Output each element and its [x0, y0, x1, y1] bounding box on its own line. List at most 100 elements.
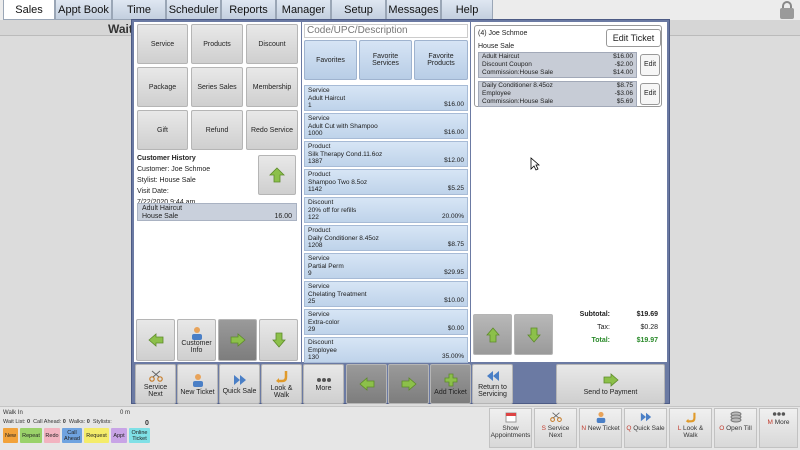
edit-ticket-button[interactable]: Edit Ticket — [606, 29, 661, 47]
rewind-icon — [486, 371, 499, 381]
nav-left-button[interactable] — [136, 319, 175, 361]
list-item[interactable]: Discount 20% off for refills 122 20.00% — [304, 197, 468, 223]
list-item[interactable]: Service Adult Cut with Shampoo 1000 $16.00 — [304, 113, 468, 139]
category-discount-button[interactable]: Discount — [246, 24, 298, 64]
more-button[interactable]: More — [303, 364, 344, 404]
tab-scheduler[interactable]: Scheduler — [166, 0, 221, 20]
open-till-button[interactable]: O Open Till — [714, 408, 757, 448]
visit-date-label: Visit Date: — [137, 188, 169, 195]
ticket-down-button[interactable] — [514, 314, 553, 355]
chip-new[interactable]: New — [3, 428, 18, 443]
chip-online-ticket[interactable]: Online Ticket — [129, 428, 150, 443]
category-products-button[interactable]: Products — [191, 24, 243, 64]
history-entry[interactable]: Adult Haircut House Sale 16.00 — [137, 203, 297, 221]
return-to-servicing-button[interactable]: Return to Servicing — [472, 364, 513, 404]
list-item[interactable]: Product Daily Conditioner 8.45oz 1208 $8.75 — [304, 225, 468, 251]
footer-service-next-button[interactable]: S Service Next — [534, 408, 577, 448]
scissors-icon — [148, 370, 163, 382]
category-gift-button[interactable]: Gift — [137, 110, 188, 150]
category-package-button[interactable]: Package — [137, 67, 188, 107]
tab-messages[interactable]: Messages — [386, 0, 441, 20]
tax-value: $0.28 — [640, 324, 658, 331]
history-entry-stylist: House Sale — [142, 213, 179, 220]
ticket-next-button[interactable] — [388, 364, 429, 404]
chip-call-ahead[interactable]: Call Ahead — [62, 428, 82, 443]
chip-repeat[interactable]: Repeat — [20, 428, 42, 443]
tab-time-clock[interactable]: Time Clock — [112, 0, 166, 36]
arrow-left-icon — [358, 377, 374, 391]
chip-request[interactable]: Request — [84, 428, 109, 443]
ticket-prev-button[interactable] — [346, 364, 387, 404]
stylist-name: Stylist: House Sale — [137, 177, 196, 184]
new-ticket-button[interactable]: New Ticket — [177, 364, 218, 404]
plus-icon — [444, 373, 457, 386]
item-list: Service Adult Haircut 1 $16.00 Service Adult… — [304, 85, 468, 363]
person-icon — [191, 327, 202, 340]
total-value: $19.97 — [636, 337, 658, 344]
service-next-button[interactable]: Service Next — [135, 364, 176, 404]
look-walk-button[interactable]: Look & Walk — [261, 364, 302, 404]
footer-look-walk-button[interactable]: L Look & Walk — [669, 408, 712, 448]
tab-reports[interactable]: Reports — [221, 0, 276, 20]
tax-label: Tax: — [597, 324, 610, 331]
lock-icon[interactable] — [780, 1, 794, 19]
ticket-totals: Subtotal: $19.69 Tax: $0.28 Total: $19.97 — [558, 311, 662, 350]
list-item[interactable]: Service Adult Haircut 1 $16.00 — [304, 85, 468, 111]
arrow-right-icon — [603, 372, 619, 387]
ticket-header: (4) Joe Schmoe — [478, 30, 528, 37]
send-to-payment-button[interactable]: Send to Payment — [556, 364, 665, 404]
waitlist-counts: Wait List: 0 Call Ahead: 0 Walks: 0 Styl… — [3, 419, 112, 425]
scissors-icon — [549, 412, 562, 422]
list-item[interactable]: Product Silk Therapy Cond.11.6oz 1387 $12.0… — [304, 141, 468, 167]
add-ticket-button[interactable]: Add Ticket — [430, 364, 471, 404]
tab-setup[interactable]: Setup — [331, 0, 386, 20]
tab-manager[interactable]: Manager — [276, 0, 331, 20]
customer-info-button[interactable]: Customer Info — [177, 319, 216, 361]
show-appointments-button[interactable]: Show Appointments — [489, 408, 532, 448]
nav-down-button[interactable] — [259, 319, 298, 361]
tab-sales[interactable]: Sales — [3, 0, 55, 20]
favorites-button[interactable]: Favorites — [304, 40, 357, 80]
edit-line-button[interactable]: Edit — [640, 54, 660, 76]
category-series-sales-button[interactable]: Series Sales — [191, 67, 243, 107]
ticket-line[interactable]: Adult Haircut $16.00 Discount Coupon -$2.0… — [478, 52, 637, 78]
fast-forward-icon — [233, 374, 246, 385]
chip-appt[interactable]: Appt — [111, 428, 127, 443]
category-service-button[interactable]: Service — [137, 24, 188, 64]
ticket-up-button[interactable] — [473, 314, 512, 355]
person-add-icon — [192, 373, 203, 387]
arrow-up-icon — [269, 167, 285, 183]
edit-line-button[interactable]: Edit — [640, 83, 660, 105]
category-refund-button[interactable]: Refund — [191, 110, 243, 150]
history-entry-price: 16.00 — [274, 213, 292, 220]
favorite-services-button[interactable]: Favorite Services — [359, 40, 412, 80]
favorite-products-button[interactable]: Favorite Products — [414, 40, 468, 80]
history-entry-name: Adult Haircut — [142, 205, 183, 212]
history-up-button[interactable] — [258, 155, 296, 195]
category-membership-button[interactable]: Membership — [246, 67, 298, 107]
subtotal-label: Subtotal: — [579, 311, 610, 318]
list-item[interactable]: Discount Employee 130 35.00% — [304, 337, 468, 363]
footer-quick-sale-button[interactable]: Q Quick Sale — [624, 408, 667, 448]
tab-appt-book[interactable]: Appt Book — [55, 0, 112, 20]
more-dots-icon — [772, 412, 785, 416]
quick-sale-button[interactable]: Quick Sale — [219, 364, 260, 404]
arrow-up-icon — [485, 326, 500, 342]
category-redo-service-button[interactable]: Redo Service — [246, 110, 298, 150]
fast-forward-icon — [640, 412, 651, 422]
walk-in-label: Walk In — [3, 410, 23, 416]
chip-redo[interactable]: Redo — [44, 428, 60, 443]
list-item[interactable]: Service Partial Perm 9 $29.95 — [304, 253, 468, 279]
list-item[interactable]: Product Shampoo Two 8.5oz 1142 $5.25 — [304, 169, 468, 195]
ticket-line[interactable]: Daily Conditioner 8.45oz $8.75 Employee -$… — [478, 81, 637, 107]
top-tab-bar: Sales Appt Book Time Clock Scheduler Rep… — [0, 0, 800, 36]
list-item[interactable]: Service Extra-color 29 $0.00 — [304, 309, 468, 335]
footer-more-button[interactable]: M More — [759, 408, 798, 448]
search-input[interactable]: Code/UPC/Description — [304, 24, 468, 38]
arrow-down-icon — [271, 332, 286, 348]
list-item[interactable]: Service Chelating Treatment 25 $10.00 — [304, 281, 468, 307]
waitlist-title: Wait — [108, 22, 133, 36]
nav-right-button[interactable] — [218, 319, 257, 361]
footer-new-ticket-button[interactable]: N New Ticket — [579, 408, 622, 448]
tab-help[interactable]: Help — [441, 0, 493, 20]
